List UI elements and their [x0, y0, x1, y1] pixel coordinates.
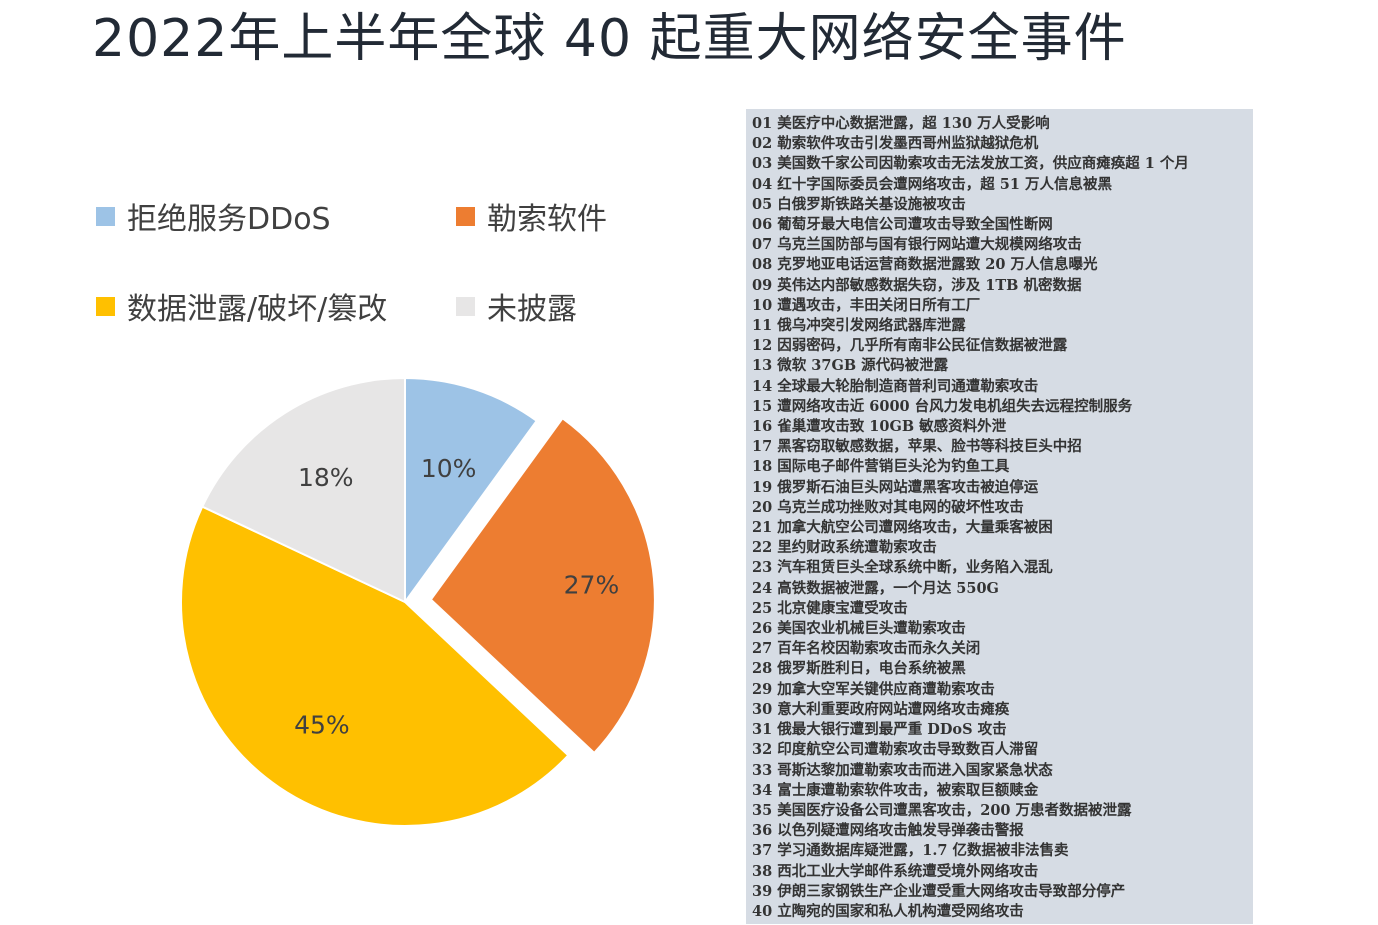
- event-item: 15 遭网络攻击近 6000 台风力发电机组失去远程控制服务: [752, 397, 1133, 415]
- event-item: 29 加拿大空军关键供应商遭勒索攻击: [752, 680, 995, 698]
- event-item: 28 俄罗斯胜利日，电台系统被黑: [752, 660, 966, 678]
- event-item: 09 英伟达内部敏感数据失窃，涉及 1TB 机密数据: [752, 276, 1082, 294]
- event-item: 40 立陶宛的国家和私人机构遭受网络攻击: [752, 902, 1024, 920]
- event-item: 19 俄罗斯石油巨头网站遭黑客攻击被迫停运: [752, 478, 1039, 496]
- pie-slice-undisclosed: [200, 376, 406, 604]
- event-item: 06 葡萄牙最大电信公司遭攻击导致全国性断网: [752, 216, 1053, 234]
- legend-swatch-ransomware: [456, 206, 475, 226]
- event-item: 17 黑客窃取敏感数据，苹果、脸书等科技巨头中招: [752, 438, 1082, 456]
- event-item: 05 白俄罗斯铁路关基设施被攻击: [752, 195, 966, 213]
- event-item: 03 美国数千家公司因勒索攻击无法发放工资，供应商瘫痪超 1 个月: [752, 155, 1189, 173]
- event-item: 16 雀巢遭攻击致 10GB 敏感资料外泄: [752, 418, 1007, 436]
- event-list: 01 美医疗中心数据泄露，超 130 万人受影响 02 勒索软件攻击引发墨西哥州监…: [752, 114, 1253, 922]
- event-item: 24 高铁数据被泄露，一个月达 550G: [752, 579, 999, 597]
- event-item: 12 因弱密码，几乎所有南非公民征信数据被泄露: [752, 337, 1068, 355]
- event-item: 21 加拿大航空公司遭网络攻击，大量乘客被困: [752, 519, 1053, 537]
- event-item: 14 全球最大轮胎制造商普利司通遭勒索攻击: [752, 377, 1039, 395]
- legend-swatch-data-leak: [96, 296, 115, 316]
- pie-slice-data-leak: [180, 505, 570, 827]
- legend-item-ransomware: 勒索软件: [456, 194, 607, 238]
- legend-swatch-ddos: [96, 206, 115, 226]
- event-item: 01 美医疗中心数据泄露，超 130 万人受影响: [752, 115, 1050, 132]
- legend-item-undisclosed: 未披露: [456, 284, 577, 328]
- event-item: 18 国际电子邮件营销巨头沦为钓鱼工具: [752, 458, 1010, 476]
- chart-legend: 拒绝服务DDoS 勒索软件 数据泄露/破坏/篡改 未披露: [96, 190, 656, 340]
- event-item: 30 意大利重要政府网站遭网络攻击瘫痪: [752, 700, 1010, 718]
- event-item: 26 美国农业机械巨头遭勒索攻击: [752, 620, 966, 638]
- pie-label-data-leak: 45%: [294, 710, 350, 739]
- pie-label-undisclosed: 18%: [298, 463, 354, 492]
- pie-slice-ransomware: [429, 416, 656, 755]
- event-item: 36 以色列疑遭网络攻击触发导弹袭击警报: [752, 822, 1024, 840]
- event-item: 08 克罗地亚电话运营商数据泄露致 20 万人信息曝光: [752, 256, 1098, 274]
- event-item: 33 哥斯达黎加遭勒索攻击而进入国家紧急状态: [752, 761, 1053, 779]
- legend-swatch-undisclosed: [456, 296, 475, 316]
- event-item: 31 俄最大银行遭到最严重 DDoS 攻击: [752, 721, 1007, 739]
- pie-label-ransomware: 27%: [564, 570, 620, 599]
- event-item: 07 乌克兰国防部与国有银行网站遭大规模网络攻击: [752, 236, 1082, 254]
- event-item: 37 学习通数据库疑泄露，1.7 亿数据被非法售卖: [752, 842, 1069, 860]
- page-title: 2022年上半年全球 40 起重大网络安全事件: [92, 9, 1127, 69]
- legend-item-ddos: 拒绝服务DDoS: [96, 194, 331, 238]
- pie-label-ddos: 10%: [421, 454, 477, 483]
- legend-label-ransomware: 勒索软件: [487, 202, 607, 237]
- event-item: 34 富士康遭勒索软件攻击，被索取巨额赎金: [752, 781, 1039, 799]
- event-item: 11 俄乌冲突引发网络武器库泄露: [752, 317, 966, 335]
- event-item: 27 百年名校因勒索攻击而永久关闭: [752, 640, 981, 658]
- legend-label-undisclosed: 未披露: [487, 292, 577, 327]
- legend-item-data-leak: 数据泄露/破坏/篡改: [96, 284, 387, 328]
- event-item: 02 勒索软件攻击引发墨西哥州监狱越狱危机: [752, 135, 1039, 153]
- event-item: 20 乌克兰成功挫败对其电网的破坏性攻击: [752, 498, 1024, 516]
- legend-label-ddos: 拒绝服务DDoS: [127, 202, 331, 237]
- event-list-panel: 01 美医疗中心数据泄露，超 130 万人受影响 02 勒索软件攻击引发墨西哥州监…: [746, 109, 1253, 924]
- event-item: 10 遭遇攻击，丰田关闭日所有工厂: [752, 296, 981, 314]
- event-item: 25 北京健康宝遭受攻击: [752, 599, 908, 617]
- event-item: 32 印度航空公司遭勒索攻击导致数百人滞留: [752, 741, 1039, 759]
- event-item: 13 微软 37GB 源代码被泄露: [752, 357, 949, 375]
- event-item: 39 伊朗三家钢铁生产企业遭受重大网络攻击导致部分停产: [752, 882, 1126, 900]
- event-item: 23 汽车租赁巨头全球系统中断，业务陷入混乱: [752, 559, 1053, 577]
- pie-chart: 10% 27% 45% 18%: [180, 376, 656, 827]
- event-item: 04 红十字国际委员会遭网络攻击，超 51 万人信息被黑: [752, 175, 1112, 193]
- legend-label-data-leak: 数据泄露/破坏/篡改: [127, 292, 388, 327]
- event-item: 35 美国医疗设备公司遭黑客攻击，200 万患者数据被泄露: [752, 801, 1132, 819]
- pie-slice-ddos: [404, 376, 539, 606]
- event-item: 22 里约财政系统遭勒索攻击: [752, 539, 937, 557]
- event-item: 38 西北工业大学邮件系统遭受境外网络攻击: [752, 862, 1039, 880]
